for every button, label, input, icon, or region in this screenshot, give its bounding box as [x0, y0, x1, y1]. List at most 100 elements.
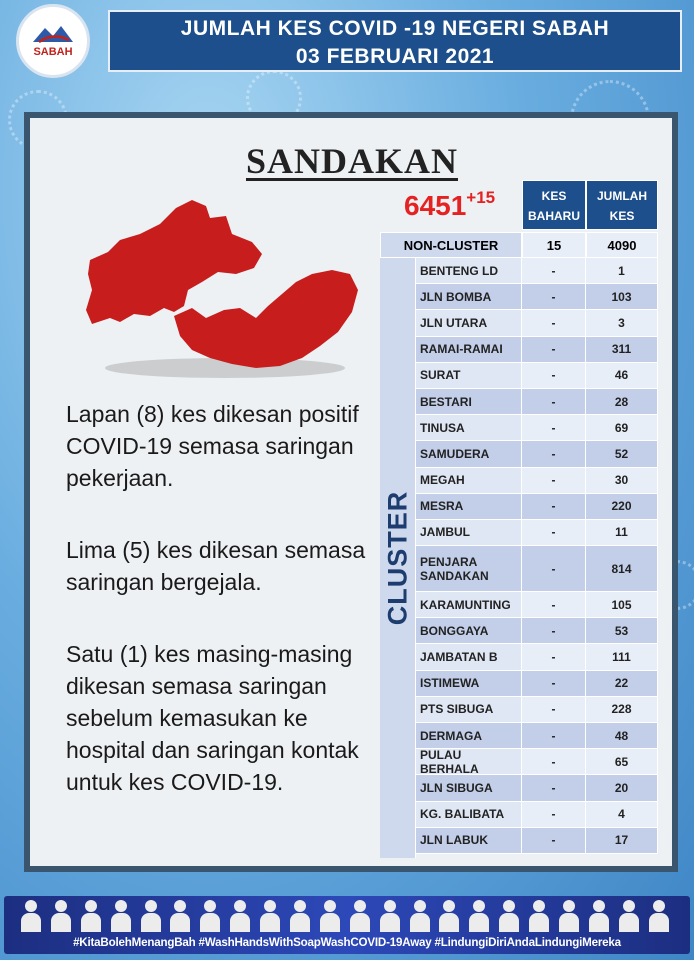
person-icon [498, 900, 520, 932]
cluster-jumlah: 228 [586, 696, 658, 722]
cluster-jumlah: 3 [586, 310, 658, 336]
cluster-jumlah: 1 [586, 258, 658, 284]
cluster-name: JLN UTARA [416, 310, 522, 336]
person-icon [80, 900, 102, 932]
header-kes-baharu: KES BAHARU [522, 180, 586, 230]
cluster-name: KARAMUNTING [416, 592, 522, 618]
description-3: Satu (1) kes masing-masing dikesan semas… [66, 641, 359, 795]
header-jumlah-kes: JUMLAH KES [586, 180, 658, 230]
person-icon [588, 900, 610, 932]
cluster-baharu: - [522, 362, 586, 388]
cluster-jumlah: 30 [586, 467, 658, 493]
cluster-baharu: - [522, 670, 586, 696]
cluster-jumlah: 814 [586, 546, 658, 592]
cluster-baharu: - [522, 415, 586, 441]
cluster-name: SURAT [416, 362, 522, 388]
cluster-baharu: - [522, 519, 586, 546]
cluster-baharu: - [522, 775, 586, 801]
cluster-jumlah: 28 [586, 388, 658, 415]
description-1: Lapan (8) kes dikesan positif COVID-19 s… [66, 401, 359, 491]
cluster-name: ISTIMEWA [416, 670, 522, 696]
cluster-table: BENTENG LD -1 JLN BOMBA -103 JLN UTARA -3 RAMA… [416, 258, 658, 854]
cluster-row: KARAMUNTING -105 [416, 592, 658, 619]
cluster-name: JLN SIBUGA [416, 775, 522, 801]
person-icon [379, 900, 401, 932]
cluster-baharu: - [522, 493, 586, 519]
footer-hashtags: #KitaBolehMenangBah #WashHandsWithSoapWa… [73, 936, 621, 949]
cluster-jumlah: 22 [586, 670, 658, 696]
person-icon [259, 900, 281, 932]
cluster-jumlah: 65 [586, 749, 658, 775]
logo-text: SABAH [33, 46, 73, 58]
description-2: Lima (5) kes dikesan semasa saringan ber… [66, 537, 366, 595]
person-icon [438, 900, 460, 932]
mountain-logo-icon [33, 26, 73, 44]
cluster-name: MEGAH [416, 467, 522, 493]
cluster-jumlah: 48 [586, 723, 658, 749]
new-count: +15 [466, 188, 496, 207]
cluster-baharu: - [522, 827, 586, 853]
cluster-jumlah: 105 [586, 592, 658, 618]
cluster-label: CLUSTER [382, 490, 413, 626]
cluster-jumlah: 17 [586, 827, 658, 853]
cluster-name: PENJARA SANDAKAN [416, 546, 522, 592]
cluster-row: MEGAH -30 [416, 467, 658, 494]
cluster-row: PULAU BERHALA -65 [416, 748, 658, 776]
cluster-baharu: - [522, 336, 586, 362]
total-cases: 6451+15 [404, 188, 495, 222]
cluster-baharu: - [522, 696, 586, 722]
cluster-name: TINUSA [416, 415, 522, 441]
cluster-baharu: - [522, 441, 586, 467]
cluster-jumlah: 53 [586, 618, 658, 644]
person-icon [50, 900, 72, 932]
header-title: JUMLAH KES COVID -19 NEGERI SABAH [180, 17, 610, 40]
cluster-baharu: - [522, 801, 586, 827]
cluster-name: PTS SIBUGA [416, 696, 522, 722]
cluster-name: BESTARI [416, 388, 522, 415]
cluster-baharu: - [522, 723, 586, 749]
person-icon [319, 900, 341, 932]
cluster-baharu: - [522, 388, 586, 415]
sabah-logo: SABAH [16, 4, 90, 78]
cluster-jumlah: 311 [586, 336, 658, 362]
non-cluster-jumlah: 4090 [586, 232, 658, 258]
cluster-jumlah: 20 [586, 775, 658, 801]
cluster-row: JAMBUL -11 [416, 519, 658, 547]
cluster-sidebar [380, 258, 416, 858]
cluster-baharu: - [522, 467, 586, 493]
cluster-row: KG. BALIBATA -4 [416, 801, 658, 828]
person-icon [648, 900, 670, 932]
district-map [86, 200, 358, 378]
cluster-name: MESRA [416, 493, 522, 519]
person-icon [528, 900, 550, 932]
cluster-row: BENTENG LD -1 [416, 258, 658, 285]
cluster-name: JAMBUL [416, 519, 522, 546]
footer-figures [20, 900, 670, 934]
person-icon [468, 900, 490, 932]
cluster-jumlah: 111 [586, 644, 658, 670]
cluster-baharu: - [522, 258, 586, 284]
cluster-name: RAMAI-RAMAI [416, 336, 522, 362]
cluster-row: PENJARA SANDAKAN -814 [416, 546, 658, 593]
person-icon [289, 900, 311, 932]
cluster-jumlah: 69 [586, 415, 658, 441]
cluster-name: JLN BOMBA [416, 284, 522, 310]
person-icon [618, 900, 640, 932]
person-icon [169, 900, 191, 932]
cluster-name: BENTENG LD [416, 258, 522, 284]
cluster-baharu: - [522, 284, 586, 310]
cluster-jumlah: 46 [586, 362, 658, 388]
cluster-jumlah: 103 [586, 284, 658, 310]
cluster-name: KG. BALIBATA [416, 801, 522, 827]
person-icon [409, 900, 431, 932]
cluster-row: RAMAI-RAMAI -311 [416, 336, 658, 363]
cluster-baharu: - [522, 546, 586, 592]
cluster-name: BONGGAYA [416, 618, 522, 644]
cluster-row: BONGGAYA -53 [416, 618, 658, 645]
cluster-row: PTS SIBUGA -228 [416, 696, 658, 723]
cluster-row: SAMUDERA -52 [416, 441, 658, 468]
district-title: SANDAKAN [245, 141, 458, 181]
cluster-row: JLN UTARA -3 [416, 310, 658, 337]
cluster-baharu: - [522, 310, 586, 336]
non-cluster-baharu: 15 [522, 232, 586, 258]
